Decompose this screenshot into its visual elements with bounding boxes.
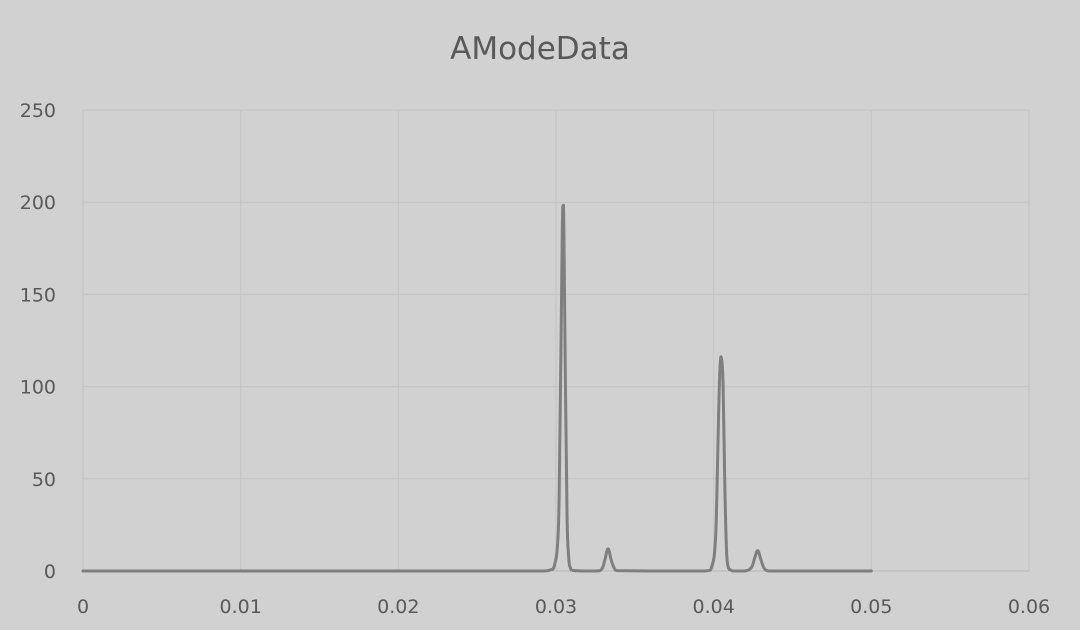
y-tick-label: 0 (44, 561, 56, 583)
x-tick-label: 0.01 (220, 596, 262, 618)
y-tick-label: 150 (20, 284, 56, 306)
series-line (81, 203, 873, 573)
grid (82, 109, 1030, 571)
x-tick-label: 0.03 (535, 596, 577, 618)
y-tick-label: 200 (20, 192, 56, 214)
chart-title: AModeData (450, 31, 630, 67)
tick-labels: 0 50 100 150 200 250 0 0.01 0.02 0.03 0.04 0.05 0.06 (20, 100, 1050, 618)
x-tick-label: 0.06 (1008, 596, 1050, 618)
x-tick-label: 0.04 (693, 596, 735, 618)
x-tick-label: 0.02 (377, 596, 419, 618)
y-tick-label: 250 (20, 100, 56, 122)
y-tick-label: 50 (32, 469, 56, 491)
y-tick-label: 100 (20, 377, 56, 399)
x-tick-label: 0.05 (850, 596, 892, 618)
x-tick-label: 0 (77, 596, 89, 618)
plot-area (81, 203, 873, 573)
